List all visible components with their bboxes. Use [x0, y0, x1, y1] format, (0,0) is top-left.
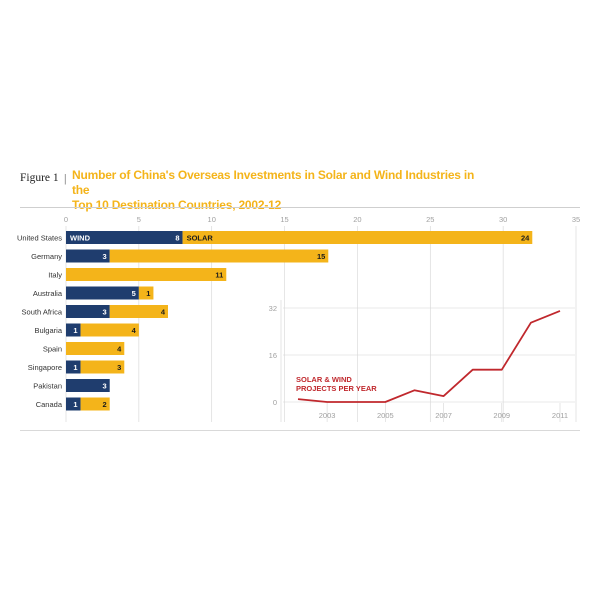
solar-value-label: 3 — [117, 363, 121, 372]
solar-value-label: 4 — [117, 345, 122, 354]
inset-x-tick-label: 2003 — [319, 411, 336, 420]
figure-separator: | — [64, 171, 67, 185]
inset-x-tick-label: 2007 — [435, 411, 452, 420]
wind-value-label: 1 — [73, 363, 77, 372]
solar-value-label: 11 — [215, 271, 223, 280]
line-annotation: SOLAR & WIND — [296, 375, 352, 384]
line-annotation: PROJECTS PER YEAR — [296, 384, 377, 393]
wind-bar — [66, 286, 139, 300]
solar-value-label: 4 — [132, 326, 137, 335]
x-tick-label: 30 — [499, 215, 507, 224]
solar-bar — [80, 360, 125, 374]
wind-bar — [66, 379, 110, 392]
figure-label: Figure 1 — [20, 172, 59, 184]
wind-bar — [66, 305, 110, 318]
solar-value-label: 24 — [521, 234, 530, 243]
wind-bar — [66, 231, 183, 244]
category-label: Pakistan — [33, 382, 62, 391]
chart-title-line-1: Number of China's Overseas Investments i… — [72, 168, 475, 197]
wind-value-label: 1 — [73, 326, 77, 335]
category-label: United States — [17, 234, 62, 243]
header-rule — [20, 207, 580, 208]
category-label: Germany — [31, 252, 62, 261]
solar-bar — [109, 305, 168, 318]
chart-title-line-2: Top 10 Destination Countries, 2002-12 — [72, 198, 282, 212]
solar-bar — [109, 249, 329, 263]
solar-value-label: 1 — [146, 289, 150, 298]
category-label: Bulgaria — [34, 326, 62, 335]
wind-value-label: 1 — [73, 400, 77, 409]
x-tick-label: 25 — [426, 215, 434, 224]
wind-value-label: 3 — [103, 308, 107, 317]
inset-y-tick-label: 0 — [273, 398, 277, 407]
category-label: South Africa — [22, 308, 63, 317]
inset-y-tick-label: 16 — [269, 351, 277, 360]
wind-value-label: 8 — [175, 234, 179, 243]
solar-value-label: 4 — [161, 308, 166, 317]
x-tick-label: 5 — [137, 215, 141, 224]
solar-value-label: 15 — [317, 252, 325, 261]
wind-bar — [66, 249, 110, 263]
x-tick-label: 20 — [353, 215, 361, 224]
projects-per-year-line — [297, 310, 561, 403]
solar-bar — [138, 286, 154, 300]
inset-x-tick-label: 2011 — [552, 411, 568, 420]
solar-bar — [66, 268, 227, 281]
category-label: Singapore — [28, 363, 62, 372]
wind-value-label: 5 — [132, 289, 136, 298]
category-label: Canada — [36, 400, 63, 409]
wind-bar — [66, 360, 81, 374]
wind-value-label: 3 — [103, 252, 107, 261]
x-tick-label: 15 — [280, 215, 288, 224]
x-tick-label: 0 — [64, 215, 68, 224]
category-label: Australia — [33, 289, 63, 298]
inset-y-tick-label: 32 — [269, 304, 277, 313]
bottom-rule — [20, 430, 580, 431]
wind-bar — [66, 323, 81, 337]
wind-bar — [66, 397, 81, 411]
category-label: Spain — [43, 345, 62, 354]
solar-bar — [80, 323, 139, 337]
solar-series-label: SOLAR — [187, 234, 214, 243]
x-tick-label: 35 — [572, 215, 580, 224]
x-tick-label: 10 — [208, 215, 216, 224]
wind-series-label: WIND — [70, 234, 91, 243]
solar-bar — [80, 397, 110, 411]
inset-x-tick-label: 2009 — [493, 411, 510, 420]
wind-value-label: 3 — [103, 382, 107, 391]
chart-title: Number of China's Overseas Investments i… — [72, 168, 492, 213]
category-label: Italy — [48, 271, 62, 280]
inset-x-tick-label: 2005 — [377, 411, 394, 420]
solar-bar — [66, 342, 125, 355]
solar-bar — [182, 231, 533, 244]
solar-value-label: 2 — [103, 400, 107, 409]
